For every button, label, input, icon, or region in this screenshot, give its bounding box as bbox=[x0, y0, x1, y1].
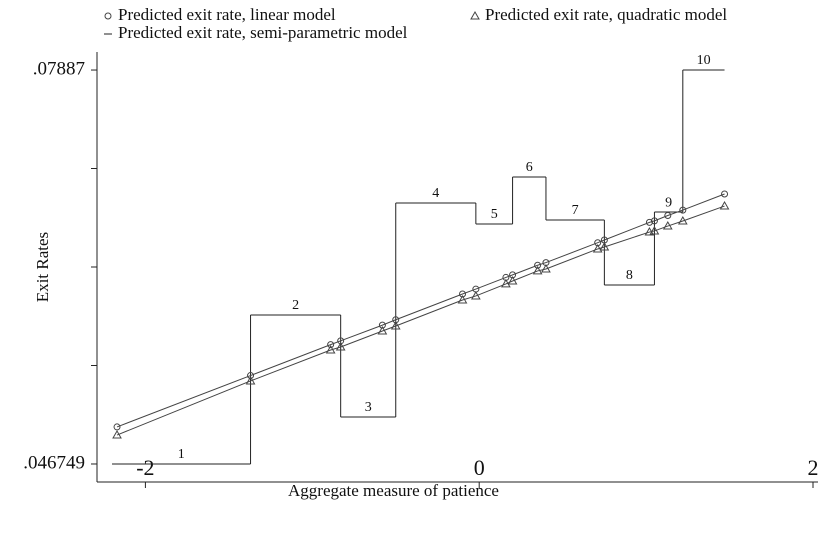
legend-label: Predicted exit rate, linear model bbox=[118, 5, 336, 24]
legend-label: Predicted exit rate, quadratic model bbox=[485, 5, 727, 24]
point bbox=[112, 430, 122, 439]
point bbox=[377, 326, 388, 335]
point bbox=[532, 265, 543, 275]
point bbox=[245, 375, 256, 385]
point bbox=[679, 206, 687, 214]
point bbox=[470, 290, 481, 300]
point bbox=[247, 372, 255, 380]
point bbox=[719, 201, 730, 210]
legend-marker bbox=[104, 12, 112, 20]
step-label: 9 bbox=[665, 195, 672, 210]
point bbox=[649, 225, 660, 235]
point bbox=[664, 211, 672, 219]
point bbox=[325, 345, 336, 354]
legend-marker bbox=[470, 10, 480, 20]
x-tick-label: 2 bbox=[807, 455, 818, 480]
point bbox=[457, 294, 468, 304]
legend-label: Predicted exit rate, semi-parametric mod… bbox=[118, 23, 408, 42]
step-label: 2 bbox=[292, 298, 299, 313]
point bbox=[501, 278, 511, 288]
step-label: 5 bbox=[491, 207, 498, 222]
point bbox=[677, 215, 688, 225]
step-label: 4 bbox=[432, 186, 439, 201]
step-label: 1 bbox=[178, 447, 185, 462]
x-tick-label: 0 bbox=[474, 455, 485, 480]
y-tick-label: .046749 bbox=[23, 452, 85, 473]
series-line bbox=[116, 193, 725, 428]
point bbox=[378, 321, 386, 329]
step-label: 10 bbox=[697, 53, 711, 68]
point bbox=[390, 320, 401, 330]
point bbox=[599, 242, 610, 251]
step-label: 6 bbox=[526, 160, 533, 175]
step-label: 8 bbox=[626, 268, 633, 283]
step-label: 3 bbox=[365, 400, 372, 415]
point bbox=[662, 221, 673, 230]
point bbox=[327, 341, 335, 349]
point bbox=[592, 243, 603, 253]
point bbox=[721, 190, 729, 198]
point bbox=[650, 217, 658, 225]
x-axis-label: Aggregate measure of patience bbox=[288, 481, 499, 500]
series-line bbox=[116, 205, 725, 436]
point bbox=[507, 275, 518, 285]
point bbox=[645, 218, 653, 226]
step-label: 7 bbox=[572, 203, 579, 218]
point bbox=[335, 341, 346, 351]
y-axis-label: Exit Rates bbox=[33, 232, 52, 302]
point bbox=[541, 263, 551, 273]
x-tick-label: -2 bbox=[136, 455, 154, 480]
point bbox=[534, 261, 542, 269]
y-tick-label: .07887 bbox=[33, 58, 85, 79]
point bbox=[113, 423, 121, 431]
